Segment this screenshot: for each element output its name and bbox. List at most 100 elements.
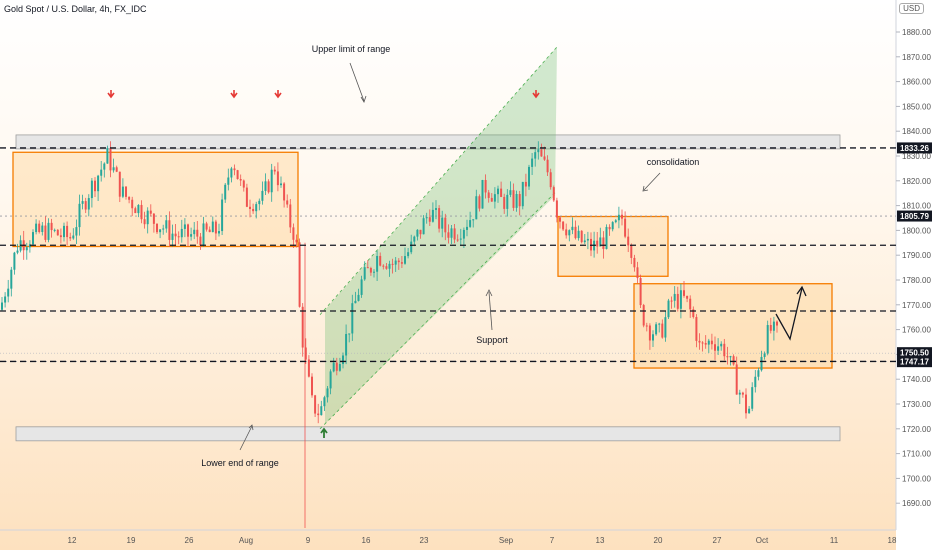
- candle-body: [87, 198, 90, 210]
- candle-body: [726, 356, 729, 358]
- y-tick-label: 1720.00: [902, 425, 931, 434]
- y-tick-label: 1850.00: [902, 102, 931, 111]
- y-tick-label: 1810.00: [902, 202, 931, 211]
- upper-label-arrowhead: [360, 95, 367, 103]
- candle-body: [338, 364, 341, 371]
- x-tick-label: 7: [550, 536, 555, 545]
- candle-body: [714, 344, 716, 351]
- candle-body: [664, 317, 667, 338]
- candle-body: [658, 323, 661, 325]
- candle-body: [490, 197, 493, 202]
- candle-body: [363, 267, 366, 280]
- candle-body: [642, 305, 645, 326]
- y-tick-label: 1740.00: [902, 375, 931, 384]
- candle-body: [552, 187, 555, 201]
- candle-body: [776, 321, 778, 326]
- candle-body: [236, 170, 239, 180]
- candle-body: [311, 376, 313, 396]
- candle-body: [131, 199, 134, 209]
- candle-body: [69, 237, 72, 239]
- x-tick-label: Sep: [499, 536, 514, 545]
- candle-body: [487, 192, 490, 198]
- upper-label-pointer: [349, 62, 365, 102]
- candle-body: [249, 206, 251, 209]
- candle-body: [729, 356, 732, 358]
- candle-body: [317, 413, 320, 416]
- support-pointer: [488, 291, 493, 331]
- candle-body: [63, 225, 65, 238]
- candle-body: [636, 267, 639, 279]
- candle-body: [140, 204, 143, 220]
- support-arrowhead: [485, 289, 493, 297]
- candle-body: [187, 224, 189, 237]
- candle-body: [385, 266, 388, 269]
- channel-fill: [325, 46, 557, 424]
- candle-body: [462, 229, 465, 239]
- lvl-1833-text: 1833.26: [900, 144, 929, 153]
- candle-body: [233, 168, 236, 171]
- candle-body: [125, 186, 127, 197]
- channel-lower: [319, 190, 558, 430]
- projection-arrowhead: [796, 285, 807, 297]
- candle-body: [230, 168, 233, 178]
- candle-body: [177, 236, 180, 238]
- candle-body: [571, 226, 574, 231]
- lvl-1805-badge: [897, 210, 932, 222]
- candle-body: [627, 236, 630, 246]
- y-tick-label: 1840.00: [902, 127, 931, 136]
- candle-body: [289, 204, 292, 228]
- top-marker-arrow: [107, 90, 115, 99]
- candle-body: [450, 228, 453, 238]
- candle-body: [205, 223, 208, 230]
- candle-body: [459, 238, 462, 240]
- top-marker-arrow: [532, 90, 540, 99]
- candle-body: [242, 180, 245, 188]
- candle-body: [695, 317, 698, 341]
- candle-body: [515, 194, 518, 208]
- currency-badge[interactable]: USD: [899, 3, 924, 14]
- candle-body: [320, 406, 323, 416]
- candle-body: [537, 149, 540, 153]
- candle-body: [559, 217, 561, 222]
- y-tick-label: 1870.00: [902, 53, 931, 62]
- candle-body: [227, 177, 230, 185]
- candle-body: [335, 362, 338, 371]
- range-box-left: [12, 151, 299, 248]
- candle-body: [224, 184, 227, 200]
- candle-body: [168, 220, 171, 240]
- candle-body: [342, 355, 344, 365]
- candle-body: [97, 175, 100, 192]
- candle-body: [686, 295, 689, 299]
- candle-body: [165, 220, 168, 229]
- candle-body: [438, 208, 441, 229]
- candle-body: [630, 245, 633, 258]
- upper-range-bar: [15, 134, 841, 150]
- candle-body: [146, 210, 149, 225]
- candle-body: [280, 183, 282, 186]
- candle-body: [25, 247, 28, 251]
- candle-body: [754, 376, 757, 388]
- candle-body: [56, 229, 59, 236]
- candle-body: [360, 279, 363, 295]
- candle-body: [648, 325, 651, 341]
- candle-body: [735, 364, 738, 395]
- candle-body: [528, 166, 530, 187]
- candle-body: [478, 196, 481, 209]
- candle-body: [59, 235, 62, 238]
- lower-label-arrowhead: [248, 424, 254, 431]
- candle-body: [723, 343, 726, 357]
- label-consolidation: consolidation: [647, 157, 700, 167]
- candle-body: [639, 278, 642, 306]
- candle-body: [608, 226, 611, 230]
- candle-body: [534, 152, 537, 159]
- candle-body: [435, 208, 437, 210]
- candle-body: [763, 353, 766, 357]
- candle-body: [655, 324, 658, 335]
- candle-body: [81, 201, 84, 204]
- candle-body: [152, 213, 155, 224]
- candle-body: [428, 217, 431, 222]
- candle-body: [218, 231, 220, 234]
- candle-body: [586, 238, 589, 241]
